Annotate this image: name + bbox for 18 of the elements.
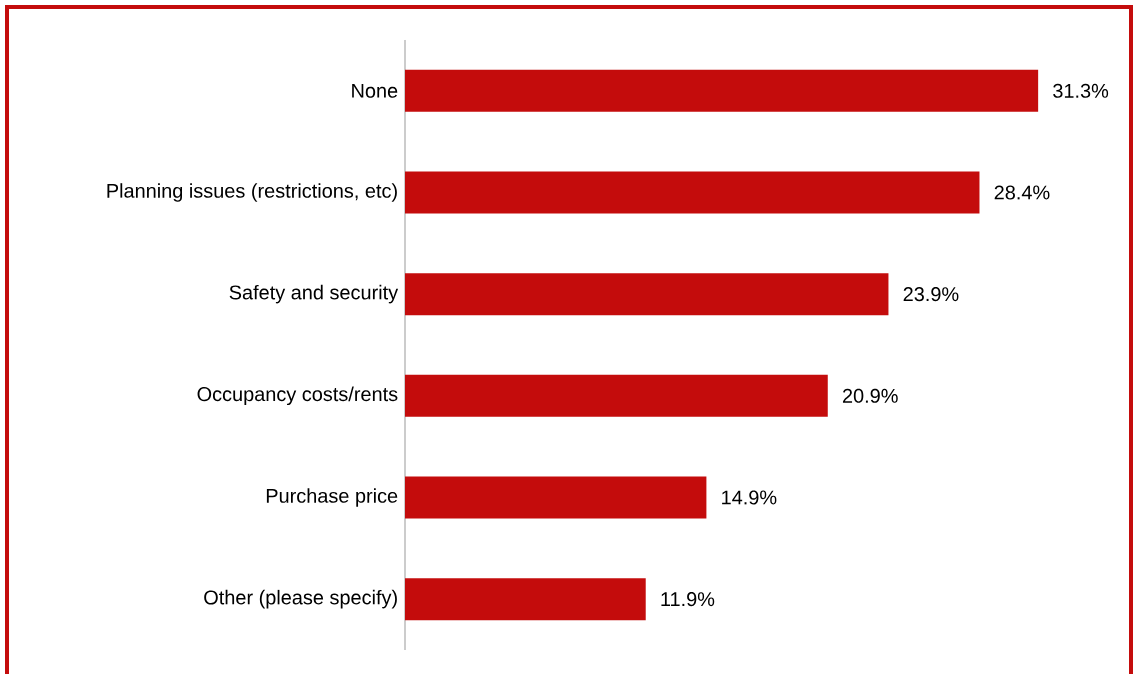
y-tick-label: Safety and security bbox=[229, 284, 399, 304]
data-label: 31.3% bbox=[1053, 83, 1109, 98]
y-tick-label: Planning issues (restrictions, etc) bbox=[107, 183, 397, 202]
data-label: 20.9% bbox=[842, 388, 898, 403]
data-label: 23.9% bbox=[903, 287, 959, 302]
data-label: 14.9% bbox=[722, 490, 777, 505]
data-label: 28.4% bbox=[994, 185, 1050, 200]
bar bbox=[405, 374, 828, 417]
y-tick-label: Other (please specify) bbox=[204, 589, 397, 609]
bar bbox=[405, 69, 1039, 112]
bar bbox=[405, 578, 646, 621]
bar bbox=[405, 171, 980, 214]
y-tick-label: Occupancy costs/rents bbox=[197, 386, 398, 406]
data-label: 11.9% bbox=[661, 592, 715, 607]
y-tick-label: None bbox=[352, 83, 398, 98]
bar bbox=[405, 476, 707, 519]
y-tick-label: Purchase price bbox=[266, 488, 398, 507]
bar bbox=[405, 273, 889, 316]
